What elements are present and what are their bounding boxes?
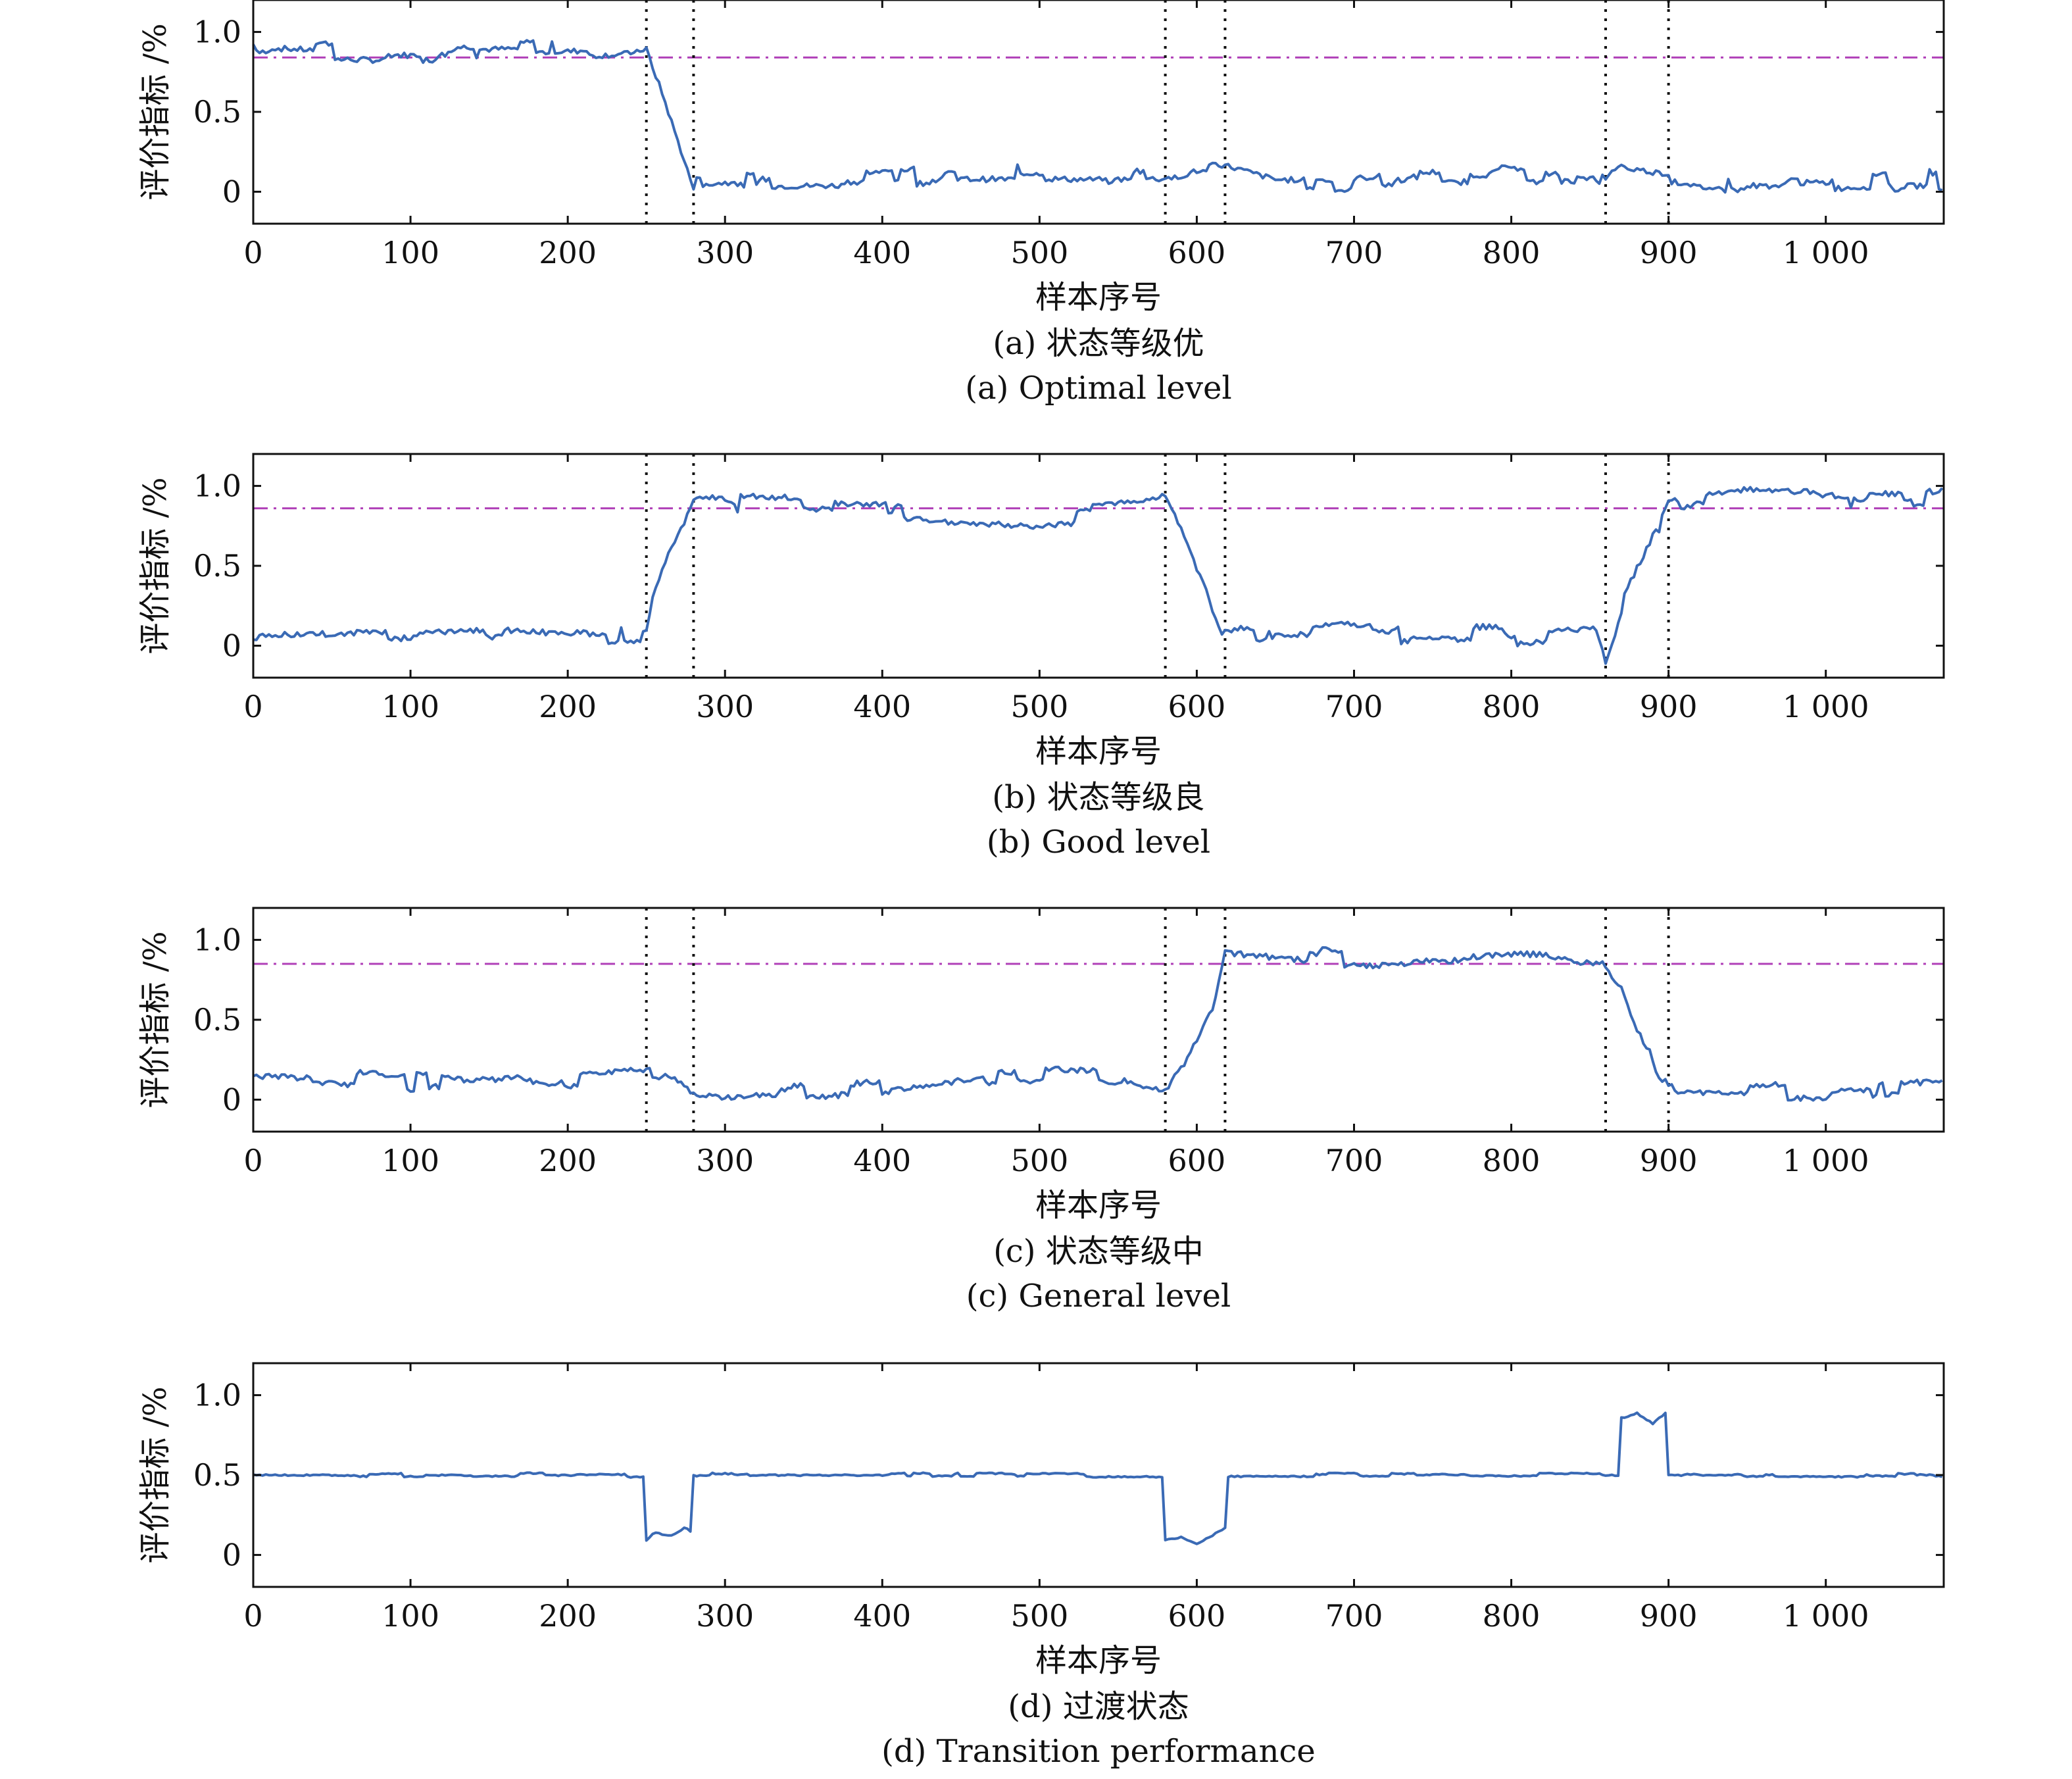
panel-b-xtick-label: 800 bbox=[1483, 689, 1541, 724]
panel-b-ytick-label: 0.5 bbox=[193, 548, 241, 584]
panel-a-caption-cn: (a) 状态等级优 bbox=[993, 325, 1204, 362]
panel-d-xtick-label: 200 bbox=[539, 1598, 597, 1634]
panel-b: (b) 状态等级良 (b) Good level 0 100 200 300 400 50… bbox=[137, 453, 1945, 861]
panel-a-ytick-label: 0.5 bbox=[193, 94, 241, 130]
panel-d-xtick-label: 100 bbox=[382, 1598, 439, 1634]
panel-a-xtick-label: 0 bbox=[243, 235, 262, 270]
panel-c-caption-cn: (c) 状态等级中 bbox=[993, 1233, 1204, 1270]
panel-c-xtick-label: 700 bbox=[1325, 1143, 1383, 1178]
panel-b-xtick-label: 200 bbox=[539, 689, 597, 724]
panel-c-x-axis-label: 样本序号 bbox=[1035, 1187, 1162, 1224]
panel-d-xtick-label: 600 bbox=[1168, 1598, 1226, 1634]
panel-a-xtick-label: 1 000 bbox=[1783, 235, 1869, 270]
panel-b-xtick-label: 600 bbox=[1168, 689, 1226, 724]
panel-c-ytick-label: 0 bbox=[222, 1082, 241, 1117]
panel-b-series-line bbox=[253, 486, 1944, 665]
panel-c-xtick-label: 0 bbox=[243, 1143, 262, 1178]
panel-d-xtick-label: 900 bbox=[1640, 1598, 1698, 1634]
panel-a-xtick-label: 400 bbox=[853, 235, 911, 270]
panel-a-plot-frame bbox=[252, 0, 1945, 225]
panel-a: (a) 状态等级优 (a) Optimal level 0 100 200 300 40… bbox=[137, 0, 1945, 407]
panel-c-xtick-label: 200 bbox=[539, 1143, 597, 1178]
panel-c-xtick-label: 600 bbox=[1168, 1143, 1226, 1178]
panel-d-xtick-label: 0 bbox=[243, 1598, 262, 1634]
panel-c-xtick-label: 100 bbox=[382, 1143, 439, 1178]
panel-a-xtick-label: 800 bbox=[1483, 235, 1541, 270]
panel-b-ytick-label: 1.0 bbox=[193, 468, 241, 504]
panel-b-xtick-label: 500 bbox=[1010, 689, 1068, 724]
panel-a-ytick-label: 1.0 bbox=[193, 14, 241, 50]
panel-c-xtick-label: 500 bbox=[1010, 1143, 1068, 1178]
panel-a-xtick-label: 700 bbox=[1325, 235, 1383, 270]
panel-d-xtick-label: 800 bbox=[1483, 1598, 1541, 1634]
panel-c-xtick-label: 800 bbox=[1483, 1143, 1541, 1178]
panel-b-plot-frame bbox=[252, 453, 1945, 679]
panel-b-xtick-label: 400 bbox=[853, 689, 911, 724]
panel-d-y-axis-label: 评价指标 /% bbox=[137, 1386, 174, 1563]
panel-b-y-axis-label: 评价指标 /% bbox=[137, 477, 174, 654]
panel-a-caption-en: (a) Optimal level bbox=[965, 370, 1231, 407]
panel-b-x-axis-label: 样本序号 bbox=[1035, 733, 1162, 770]
panel-a-xtick-label: 300 bbox=[696, 235, 754, 270]
panel-b-xtick-label: 0 bbox=[243, 689, 262, 724]
panel-d-xtick-label: 700 bbox=[1325, 1598, 1383, 1634]
panel-a-x-axis-label: 样本序号 bbox=[1035, 279, 1162, 316]
panel-a-xtick-label: 500 bbox=[1010, 235, 1068, 270]
panel-c-xtick-label: 900 bbox=[1640, 1143, 1698, 1178]
panel-c-plot-frame bbox=[252, 907, 1945, 1133]
panel-b-xtick-label: 1 000 bbox=[1783, 689, 1869, 724]
panel-d-ytick-label: 1.0 bbox=[193, 1378, 241, 1413]
panel-c-ytick-label: 1.0 bbox=[193, 922, 241, 958]
panel-d-xtick-label: 300 bbox=[696, 1598, 754, 1634]
panel-b-ytick-label: 0 bbox=[222, 628, 241, 663]
panel-b-xtick-label: 900 bbox=[1640, 689, 1698, 724]
panel-d-caption-cn: (d) 过渡状态 bbox=[1008, 1688, 1189, 1725]
panel-d-xtick-label: 500 bbox=[1010, 1598, 1068, 1634]
panel-d-xtick-label: 1 000 bbox=[1783, 1598, 1869, 1634]
panel-b-xtick-label: 100 bbox=[382, 689, 439, 724]
panel-c-xtick-label: 300 bbox=[696, 1143, 754, 1178]
panel-a-xtick-label: 900 bbox=[1640, 235, 1698, 270]
panel-c-series-line bbox=[253, 946, 1943, 1102]
panel-b-caption-cn: (b) 状态等级良 bbox=[992, 779, 1204, 816]
panel-c-ytick-label: 0.5 bbox=[193, 1002, 241, 1038]
panel-a-xtick-label: 100 bbox=[382, 235, 439, 270]
panel-d: (d) 过渡状态 (d) Transition performance 0 100… bbox=[137, 1362, 1945, 1770]
panel-b-xtick-label: 700 bbox=[1325, 689, 1383, 724]
panel-b-caption-en: (b) Good level bbox=[987, 824, 1210, 861]
panel-d-x-axis-label: 样本序号 bbox=[1035, 1642, 1162, 1679]
panel-c-y-axis-label: 评价指标 /% bbox=[137, 931, 174, 1108]
panel-c-xtick-label: 1 000 bbox=[1783, 1143, 1869, 1178]
panel-a-series-line bbox=[252, 39, 1943, 194]
panel-c: (c) 状态等级中 (c) General level 0 100 200 300 40… bbox=[137, 907, 1945, 1315]
panel-c-caption-en: (c) General level bbox=[966, 1278, 1231, 1315]
panel-d-caption-en: (d) Transition performance bbox=[881, 1733, 1316, 1770]
panel-d-series-line bbox=[253, 1411, 1943, 1545]
panel-a-xtick-label: 200 bbox=[539, 235, 597, 270]
panel-d-xtick-label: 400 bbox=[853, 1598, 911, 1634]
panel-d-ytick-label: 0 bbox=[222, 1537, 241, 1572]
panel-d-ytick-label: 0.5 bbox=[193, 1457, 241, 1493]
panel-a-xtick-label: 600 bbox=[1168, 235, 1226, 270]
panel-a-ytick-label: 0 bbox=[222, 174, 241, 209]
panel-b-xtick-label: 300 bbox=[696, 689, 754, 724]
panel-c-xtick-label: 400 bbox=[853, 1143, 911, 1178]
panel-a-y-axis-label: 评价指标 /% bbox=[137, 23, 174, 200]
